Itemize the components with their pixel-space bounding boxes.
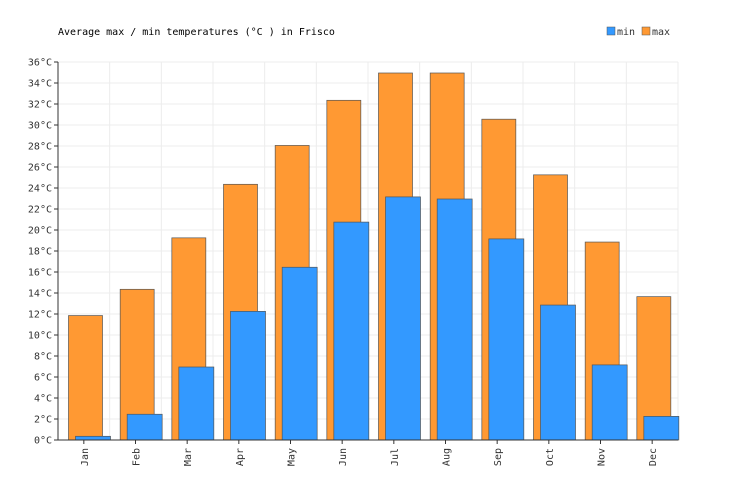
bar-min-jul [385, 196, 421, 441]
y-tick-label: 2°C [34, 415, 52, 426]
x-tick-label: Sep [493, 448, 504, 466]
y-tick-label: 10°C [28, 331, 52, 342]
x-tick-label: Apr [235, 448, 246, 466]
bar-min-jun [333, 221, 370, 441]
y-tick-label: 24°C [28, 184, 52, 195]
y-tick-label: 4°C [34, 394, 52, 405]
y-tick-label: 16°C [28, 268, 52, 279]
chart-title: Average max / min temperatures (°C ) in … [58, 27, 335, 38]
y-tick-label: 6°C [34, 373, 52, 384]
x-tick-label: Mar [183, 448, 194, 466]
bar-min-jan [75, 435, 111, 441]
y-tick-label: 20°C [28, 226, 52, 237]
y-tick-label: 30°C [28, 121, 52, 132]
y-tick-label: 32°C [28, 100, 52, 111]
bar-min-dec [643, 416, 680, 441]
bar-min-feb [126, 413, 163, 441]
x-tick-label: Feb [132, 448, 143, 466]
y-tick-label: 28°C [28, 142, 52, 153]
y-tick-label: 18°C [28, 247, 52, 258]
x-tick-label: Nov [597, 448, 608, 466]
legend-swatch-max [641, 26, 651, 36]
y-tick-label: 34°C [28, 79, 52, 90]
plot-area: 0°C 2°C 4°C 6°C 8°C 10°C 12°C 14°C 16°C 18°C 20°C 2… [28, 58, 680, 466]
y-tick-label: 8°C [34, 352, 52, 363]
y-tick-label: 26°C [28, 163, 52, 174]
y-tick-label: 14°C [28, 289, 52, 300]
x-tick-label: Aug [442, 448, 453, 466]
bar-min-may [281, 266, 318, 441]
bar-min-apr [230, 311, 266, 441]
bar-min-sep [488, 238, 525, 441]
y-tick-label: 22°C [28, 205, 52, 216]
x-tick-label: Jun [338, 448, 349, 466]
bar-min-oct [540, 304, 576, 441]
bar-min-mar [178, 366, 215, 441]
x-tick-label: Dec [648, 448, 659, 466]
y-tick-label: 0°C [34, 436, 52, 447]
bar-min-aug [436, 198, 473, 441]
y-tick-label: 36°C [28, 58, 52, 69]
x-tick-label: Jul [390, 448, 401, 466]
legend-label-min: min [617, 27, 635, 38]
bar-max-jan [68, 315, 103, 441]
legend-label-max: max [652, 27, 670, 38]
x-tick-label: Jan [80, 448, 91, 466]
legend: min max [606, 26, 670, 38]
x-tick-label: Oct [545, 448, 556, 466]
x-tick-label: May [287, 448, 298, 466]
legend-swatch-min [606, 26, 616, 36]
bar-min-nov [591, 364, 628, 441]
y-tick-label: 12°C [28, 310, 52, 321]
